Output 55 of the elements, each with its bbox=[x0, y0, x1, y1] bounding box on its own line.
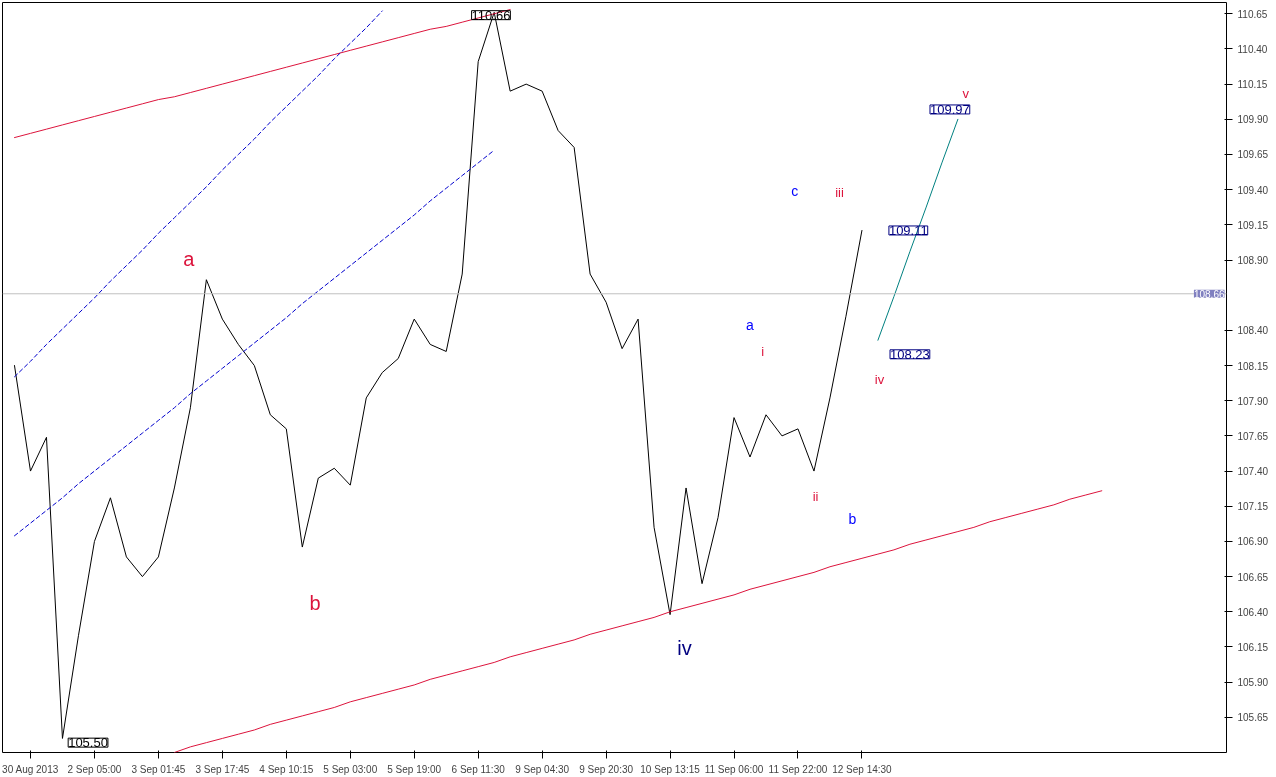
line-series bbox=[13, 11, 863, 739]
y-tick-label: 105.65 bbox=[1237, 712, 1269, 724]
x-tick-label: 30 Aug 2013 bbox=[2, 763, 59, 775]
x-tick-label: 12 Sep 14:30 bbox=[832, 763, 893, 775]
y-tick-label: 107.90 bbox=[1237, 395, 1269, 407]
line-series bbox=[877, 118, 959, 341]
y-tick-label: 106.90 bbox=[1237, 536, 1269, 548]
x-tick-label: 4 Sep 10:15 bbox=[259, 763, 314, 775]
y-tick-label: 105.90 bbox=[1237, 677, 1269, 689]
x-tick-label: 11 Sep 22:00 bbox=[768, 763, 828, 775]
y-tick-label: 110.15 bbox=[1237, 79, 1268, 91]
y-tick-label: 109.65 bbox=[1237, 149, 1269, 161]
annotation: b bbox=[309, 592, 321, 615]
y-tick-label: 107.40 bbox=[1237, 466, 1269, 478]
line-series bbox=[173, 490, 1103, 753]
x-tick-label: 3 Sep 01:45 bbox=[131, 763, 186, 775]
x-tick-label: 11 Sep 06:00 bbox=[704, 763, 764, 775]
annotation: b bbox=[848, 510, 857, 527]
line-series bbox=[13, 9, 511, 139]
x-tick-label: 5 Sep 19:00 bbox=[387, 763, 442, 775]
annotation: iii bbox=[835, 184, 844, 200]
y-tick-label: 109.15 bbox=[1237, 219, 1269, 231]
annotation: a bbox=[183, 247, 196, 270]
y-tick-label: 108.40 bbox=[1237, 325, 1269, 337]
ref-line-label: 108.66 bbox=[1193, 288, 1225, 300]
y-tick-label: 106.40 bbox=[1237, 606, 1269, 618]
y-tick-label: 107.15 bbox=[1237, 501, 1269, 513]
annotation: 109.11 bbox=[888, 222, 928, 238]
x-tick-label: 9 Sep 20:30 bbox=[579, 763, 634, 775]
annotation: a bbox=[746, 316, 755, 333]
x-tick-label: 2 Sep 05:00 bbox=[67, 763, 122, 775]
line-series bbox=[13, 10, 383, 378]
y-tick-label: 109.90 bbox=[1237, 114, 1269, 126]
y-tick-label: 107.65 bbox=[1237, 430, 1269, 442]
annotation: iv bbox=[677, 637, 692, 660]
annotation: i bbox=[761, 343, 765, 359]
annotation: 109.97 bbox=[930, 101, 970, 117]
y-tick-label: 109.40 bbox=[1237, 184, 1269, 196]
x-tick-label: 6 Sep 11:30 bbox=[451, 763, 506, 775]
annotation: ii bbox=[812, 488, 819, 504]
x-tick-label: 5 Sep 03:00 bbox=[323, 763, 378, 775]
annotation: c bbox=[791, 183, 799, 200]
y-tick-label: 108.15 bbox=[1237, 360, 1269, 372]
annotation: iv bbox=[874, 372, 885, 388]
line-series bbox=[13, 149, 495, 537]
x-tick-label: 9 Sep 04:30 bbox=[515, 763, 570, 775]
x-tick-label: 10 Sep 13:15 bbox=[640, 763, 701, 775]
y-tick-label: 108.90 bbox=[1237, 255, 1269, 266]
annotation: 108.23 bbox=[890, 346, 930, 362]
y-tick-label: 106.65 bbox=[1237, 571, 1269, 583]
y-tick-label: 106.15 bbox=[1237, 641, 1269, 653]
annotation: v bbox=[962, 86, 970, 102]
x-tick-label: 3 Sep 17:45 bbox=[195, 763, 250, 775]
y-tick-label: 110.65 bbox=[1237, 8, 1268, 20]
y-tick-label: 110.40 bbox=[1237, 43, 1268, 55]
